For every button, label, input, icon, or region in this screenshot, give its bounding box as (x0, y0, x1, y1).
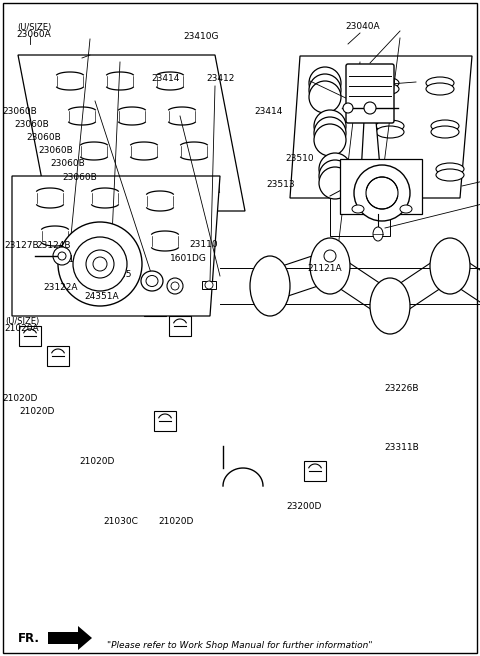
Circle shape (364, 102, 376, 114)
Bar (119, 276, 141, 296)
Text: 23060B: 23060B (50, 159, 85, 169)
Circle shape (314, 110, 346, 142)
Circle shape (314, 124, 346, 156)
Ellipse shape (436, 169, 464, 181)
Bar (154, 411, 176, 431)
Text: 23124B: 23124B (36, 241, 71, 251)
Text: 23060B: 23060B (62, 173, 97, 182)
Bar (144, 296, 166, 316)
Circle shape (309, 67, 341, 99)
Text: 23410G: 23410G (184, 31, 219, 41)
Ellipse shape (381, 169, 409, 181)
Circle shape (93, 257, 107, 271)
Ellipse shape (373, 227, 383, 241)
Ellipse shape (431, 120, 459, 132)
Text: 23060B: 23060B (38, 146, 73, 155)
Circle shape (354, 165, 410, 221)
Text: 24351A: 24351A (84, 292, 119, 301)
Text: 23127B: 23127B (5, 241, 39, 251)
Text: 23200D: 23200D (287, 502, 322, 511)
Ellipse shape (371, 77, 399, 89)
Ellipse shape (376, 126, 404, 138)
Bar (94, 256, 116, 276)
Bar (330, 196, 390, 236)
Ellipse shape (426, 83, 454, 95)
Circle shape (309, 81, 341, 113)
Text: (U/SIZE): (U/SIZE) (17, 23, 51, 32)
Text: 21020D: 21020D (2, 394, 38, 403)
Ellipse shape (352, 205, 364, 213)
Text: "Please refer to Work Shop Manual for further information": "Please refer to Work Shop Manual for fu… (107, 642, 373, 651)
Text: 23040A: 23040A (346, 22, 380, 31)
Polygon shape (48, 626, 92, 650)
Circle shape (58, 222, 142, 306)
Text: (U/SIZE): (U/SIZE) (5, 317, 39, 326)
Ellipse shape (430, 238, 470, 294)
Text: 21030C: 21030C (103, 517, 138, 526)
Text: 23110: 23110 (190, 239, 218, 249)
Ellipse shape (171, 282, 179, 290)
Text: 23122A: 23122A (43, 283, 78, 292)
Text: 23513: 23513 (266, 180, 295, 190)
Circle shape (309, 74, 341, 106)
Circle shape (205, 281, 213, 289)
Text: 1601DG: 1601DG (170, 254, 207, 263)
Ellipse shape (250, 256, 290, 316)
Ellipse shape (381, 163, 409, 175)
Text: 21121A: 21121A (307, 264, 342, 274)
Polygon shape (12, 176, 220, 316)
Text: 23060B: 23060B (2, 107, 37, 116)
Text: 23414: 23414 (254, 107, 283, 116)
Bar (169, 316, 191, 336)
Circle shape (86, 250, 114, 278)
Circle shape (319, 153, 351, 185)
Text: 23311B: 23311B (384, 443, 419, 452)
Text: FR.: FR. (18, 632, 40, 644)
Ellipse shape (370, 278, 410, 334)
Text: 23060B: 23060B (14, 120, 49, 129)
Circle shape (73, 237, 127, 291)
FancyBboxPatch shape (346, 64, 394, 123)
Circle shape (366, 177, 398, 209)
Ellipse shape (436, 163, 464, 175)
Ellipse shape (167, 278, 183, 294)
Text: 23060B: 23060B (26, 133, 61, 142)
Ellipse shape (310, 238, 350, 294)
Ellipse shape (376, 120, 404, 132)
Ellipse shape (426, 77, 454, 89)
Text: 23125: 23125 (103, 270, 132, 279)
Bar (340, 159, 422, 214)
Polygon shape (360, 121, 382, 191)
Ellipse shape (141, 271, 163, 291)
Polygon shape (290, 56, 472, 198)
Text: 23412: 23412 (206, 74, 235, 83)
Circle shape (343, 103, 353, 113)
Ellipse shape (431, 126, 459, 138)
Ellipse shape (58, 252, 66, 260)
Circle shape (324, 250, 336, 262)
Text: 23121A: 23121A (58, 255, 92, 264)
Bar (304, 461, 326, 481)
Bar (69, 236, 91, 256)
Ellipse shape (371, 83, 399, 95)
Circle shape (319, 167, 351, 199)
Ellipse shape (400, 205, 412, 213)
Text: 21020A: 21020A (5, 324, 39, 333)
Text: 23510: 23510 (286, 154, 314, 163)
Ellipse shape (146, 276, 158, 287)
Text: 21020D: 21020D (79, 457, 115, 466)
Circle shape (319, 160, 351, 192)
Ellipse shape (53, 247, 71, 265)
Text: 23226B: 23226B (384, 384, 419, 393)
Circle shape (314, 117, 346, 149)
Polygon shape (18, 55, 245, 211)
Text: 21020D: 21020D (19, 407, 55, 416)
Text: 23414: 23414 (151, 74, 180, 83)
Text: 21020D: 21020D (158, 517, 194, 526)
Bar (202, 281, 216, 289)
Bar (47, 346, 69, 366)
Text: 23060A: 23060A (17, 30, 51, 39)
Bar (19, 326, 41, 346)
Bar (44, 216, 66, 236)
